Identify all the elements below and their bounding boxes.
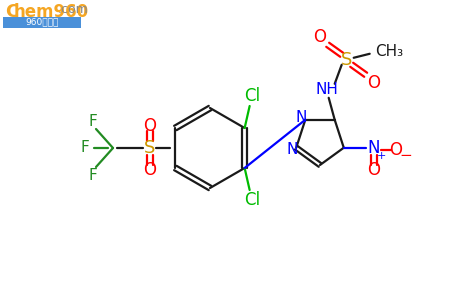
Text: O: O — [144, 161, 156, 179]
Text: S: S — [144, 139, 155, 157]
Text: O: O — [367, 74, 380, 92]
Text: C: C — [5, 3, 18, 21]
Text: NH: NH — [315, 82, 338, 97]
Text: O: O — [313, 28, 326, 46]
Text: S: S — [341, 51, 352, 69]
Text: F: F — [89, 113, 97, 129]
Text: +: + — [377, 151, 386, 161]
Text: N: N — [296, 110, 307, 125]
Text: 960化工网: 960化工网 — [25, 18, 59, 26]
Text: hem960: hem960 — [14, 3, 89, 21]
Text: F: F — [89, 168, 97, 183]
Text: O: O — [144, 117, 156, 135]
Text: O: O — [367, 161, 380, 179]
Text: O: O — [389, 141, 402, 159]
Text: F: F — [81, 141, 90, 156]
Text: −: − — [400, 148, 412, 163]
Text: N: N — [367, 139, 380, 157]
Text: .com: .com — [58, 3, 89, 16]
FancyBboxPatch shape — [3, 17, 81, 28]
Text: N: N — [287, 142, 298, 157]
Text: CH₃: CH₃ — [374, 44, 403, 59]
Text: Cl: Cl — [245, 87, 261, 105]
Text: Cl: Cl — [245, 191, 261, 209]
